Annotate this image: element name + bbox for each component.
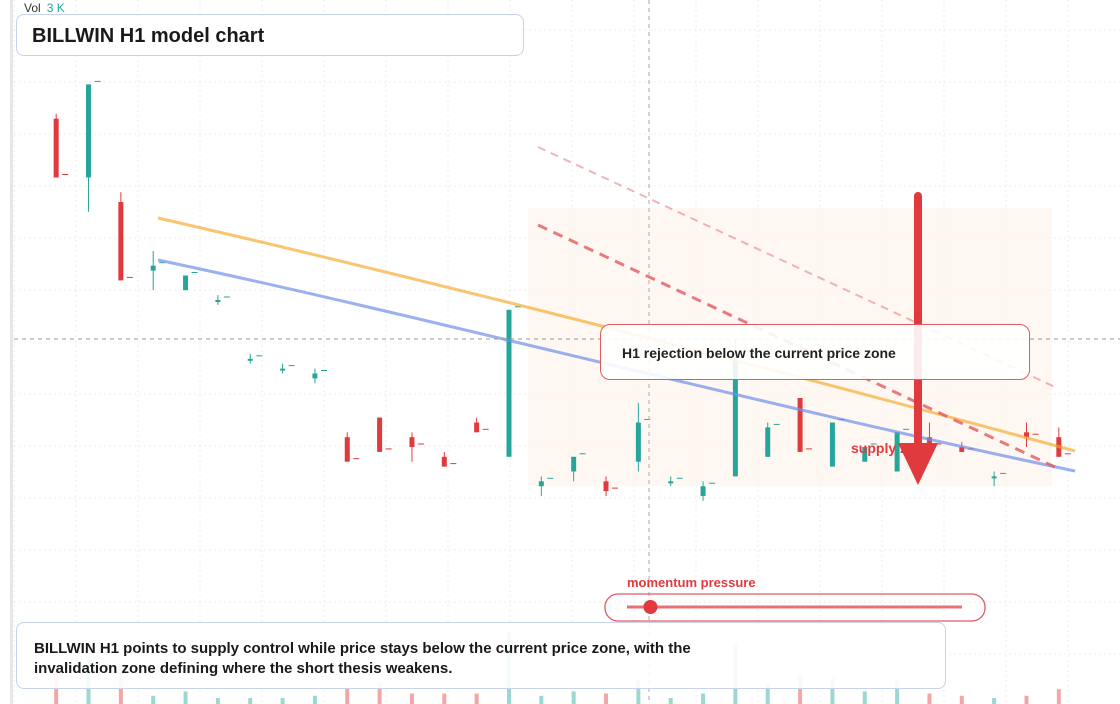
volume-bar (765, 684, 770, 704)
volume-value: 3 K (46, 1, 65, 15)
callout-text: H1 rejection below the current price zon… (622, 345, 896, 361)
rejection-callout: H1 rejection below the current price zon… (600, 324, 1030, 380)
candle-body (344, 437, 350, 462)
candle-body (571, 456, 577, 472)
volume-bar (862, 691, 867, 704)
candle-body (635, 422, 641, 462)
summary-box: BILLWIN H1 points to supply control whil… (16, 622, 946, 689)
volume-bar (377, 682, 382, 704)
momentum-meter[interactable] (604, 593, 986, 622)
volume-bar (312, 695, 317, 704)
candle-body (959, 447, 965, 452)
volume-bar (151, 695, 156, 704)
volume-bar (345, 687, 350, 704)
candle-body (926, 437, 932, 447)
candle-body (280, 368, 286, 371)
candle-body (474, 422, 480, 433)
candle-body (894, 432, 900, 472)
candle-body (183, 275, 189, 291)
volume-bar (927, 693, 932, 704)
volume-bar (959, 695, 964, 704)
volume-bar (539, 695, 544, 704)
volume-bar (668, 698, 673, 704)
candle-body (247, 358, 253, 361)
candle-body (409, 437, 415, 447)
candle-body (668, 481, 674, 484)
left-edge-bar (10, 0, 13, 704)
chart-title-box: BILLWIN H1 model chart (16, 14, 524, 56)
candle-body (603, 481, 609, 492)
candle-body (862, 447, 868, 462)
volume-bar (992, 698, 997, 704)
resistance-line-upper (537, 146, 1056, 388)
candle-body (118, 202, 124, 281)
momentum-label: momentum pressure (627, 575, 756, 590)
candle-body (991, 476, 997, 479)
candle-body (86, 84, 92, 178)
volume-readout: Vol 3 K (24, 1, 65, 15)
volume-bar (280, 698, 285, 704)
candle-body (377, 417, 383, 452)
volume-bar (409, 693, 414, 704)
volume-bar (1056, 689, 1061, 704)
candle-body (797, 398, 803, 452)
candle-body (53, 118, 59, 178)
supply-zone-label: supply zone (851, 440, 932, 456)
moving-average-fast (157, 216, 1076, 453)
volume-bar (604, 693, 609, 704)
candle-body (765, 427, 771, 457)
volume-bar (248, 698, 253, 704)
volume-label: Vol (24, 1, 41, 15)
volume-bar (215, 698, 220, 704)
chart-title: BILLWIN H1 model chart (32, 25, 265, 47)
candle-body (150, 265, 156, 271)
volume-bar (474, 693, 479, 704)
candle-body (1023, 432, 1029, 438)
volume-bar (636, 680, 641, 704)
summary-text: BILLWIN H1 points to supply control whil… (34, 640, 691, 677)
moving-average-slow (157, 258, 1076, 473)
volume-bar (183, 691, 188, 704)
volume-bar (1024, 695, 1029, 704)
volume-bar (701, 693, 706, 704)
candle-body (700, 486, 706, 496)
candle-body (215, 300, 221, 302)
candle-body (538, 481, 544, 487)
momentum-knob[interactable] (643, 600, 658, 614)
volume-bar (571, 691, 576, 704)
candles (53, 80, 1071, 501)
bearish-arrow (898, 192, 938, 485)
candle-body (312, 373, 318, 379)
candle-body (732, 358, 738, 477)
candle-body (829, 422, 835, 467)
volume-bar (442, 693, 447, 704)
volume-bar (830, 678, 835, 704)
candle-body (506, 309, 512, 457)
volume-bar (895, 680, 900, 704)
candle-body (441, 456, 447, 467)
